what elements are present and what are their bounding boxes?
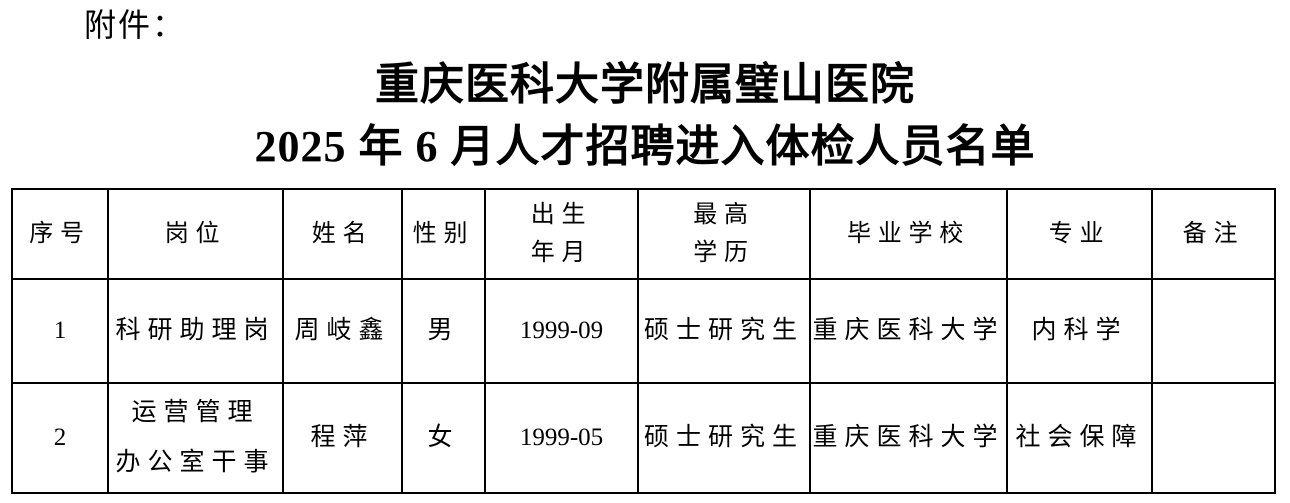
column-header-position: 岗位 (107, 188, 284, 280)
cell-name: 周岐鑫 (282, 278, 403, 384)
title-line-2: 2025 年 6 月人才招聘进入体检人员名单 (254, 122, 1036, 171)
table-row: 1 科研助理岗 周岐鑫男 1999-09 硕士研究生 重庆医科大学 内科学 (11, 278, 1276, 384)
cell-gender: 男 (401, 278, 486, 384)
table-row: 2 运营管理 办公室干事 程萍女 1999-05 硕士研究生 重庆医科大学 社会保障 (11, 382, 1276, 494)
cell-remarks (1151, 382, 1276, 494)
column-header-index: 序号 (11, 188, 109, 280)
column-header-name: 姓名 (282, 188, 403, 280)
cell-birth-date: 1999-09 (484, 278, 639, 384)
cell-name: 程萍 (282, 382, 403, 494)
table-header-row: 序号 岗位 姓名 性别 出生 年月 最高 学历 毕业学校 专业 备注 (11, 188, 1276, 280)
cell-position: 运营管理 办公室干事 (107, 382, 284, 494)
column-header-highest-education: 最高 学历 (637, 188, 811, 280)
cell-graduate-school: 重庆医科大学 (809, 278, 1008, 384)
cell-remarks (1151, 278, 1276, 384)
column-header-gender: 性别 (401, 188, 486, 280)
table-body: 1 科研助理岗 周岐鑫男 1999-09 硕士研究生 重庆医科大学 内科学 2 运营管理 办公室… (11, 278, 1276, 494)
attachment-label: 附件： (84, 7, 187, 43)
cell-major: 社会保障 (1006, 382, 1153, 494)
cell-index: 1 (11, 278, 109, 384)
cell-gender: 女 (401, 382, 486, 494)
column-header-remarks: 备注 (1151, 188, 1276, 280)
cell-graduate-school: 重庆医科大学 (809, 382, 1008, 494)
cell-position: 科研助理岗 (107, 278, 284, 384)
column-header-major: 专业 (1006, 188, 1153, 280)
title-line-1: 重庆医科大学附属璧山医院 (375, 60, 915, 109)
cell-birth-date: 1999-05 (484, 382, 639, 494)
cell-index: 2 (11, 382, 109, 494)
cell-highest-education: 硕士研究生 (637, 278, 811, 384)
candidates-table: 序号 岗位 姓名 性别 出生 年月 最高 学历 毕业学校 专业 备注 1 科研助理岗 周岐鑫男 199… (11, 188, 1276, 494)
cell-major: 内科学 (1006, 278, 1153, 384)
column-header-graduate-school: 毕业学校 (809, 188, 1008, 280)
cell-highest-education: 硕士研究生 (637, 382, 811, 494)
document-title: 重庆医科大学附属璧山医院 2025 年 6 月人才招聘进入体检人员名单 (0, 54, 1290, 178)
column-header-birth-date: 出生 年月 (484, 188, 639, 280)
